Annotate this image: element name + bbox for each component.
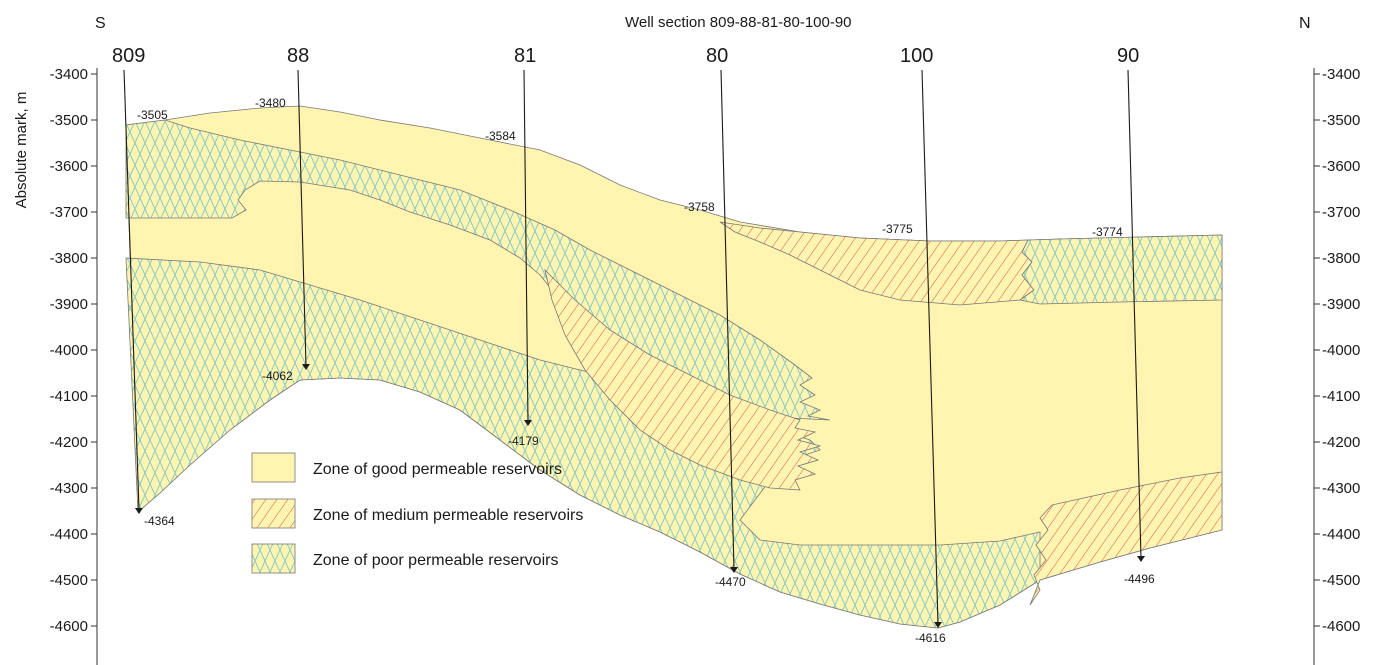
- well-top-mark: -3584: [485, 129, 516, 143]
- medium-reservoir-zone-middle: [544, 268, 822, 491]
- well-bottom-mark: -4470: [715, 575, 746, 589]
- right-ticks: -3400 -3500 -3600 -3700 -3800 -3900 -400…: [1314, 66, 1360, 635]
- well-bottom-marker: [302, 364, 310, 370]
- right-tick-label: -3600: [1322, 158, 1360, 175]
- left-tick-label: -4500: [50, 572, 88, 589]
- left-tick-label: -4100: [50, 388, 88, 405]
- legend-label-good: Zone of good permeable reservoirs: [313, 461, 562, 478]
- right-tick-label: -3400: [1322, 66, 1360, 83]
- well-bottom-marker: [934, 622, 942, 628]
- legend: Zone of good permeable reservoirs Zone o…: [251, 452, 583, 574]
- right-tick-label: -4400: [1322, 526, 1360, 543]
- well-name: 81: [514, 45, 536, 67]
- left-tick-label: -3800: [50, 250, 88, 267]
- well-names: 809 88 81 80 100 90: [112, 45, 1139, 67]
- well-trajectory: [297, 69, 307, 367]
- well-bottom-marker: [1137, 556, 1145, 562]
- well-marks: -3505 -3480 -3584 -3758 -3775 -3774 -436…: [137, 96, 1155, 645]
- left-tick-label: -4600: [50, 618, 88, 635]
- well-top-mark: -3480: [255, 96, 286, 110]
- left-tick-label: -3500: [50, 112, 88, 129]
- right-tick-label: -4200: [1322, 434, 1360, 451]
- legend-swatch-poor: [251, 543, 296, 574]
- well-bottom-mark: -4496: [1124, 572, 1155, 586]
- legend-label-poor: Zone of poor permeable reservoirs: [313, 552, 558, 569]
- well-trajectory: [123, 69, 140, 511]
- well-trajectory: [523, 69, 529, 423]
- well-name: 100: [900, 45, 933, 67]
- left-tick-label: -4300: [50, 480, 88, 497]
- left-tick-label: -3700: [50, 204, 88, 221]
- left-tick-label: -4000: [50, 342, 88, 359]
- right-tick-label: -3800: [1322, 250, 1360, 267]
- left-tick-label: -4200: [50, 434, 88, 451]
- well-top-mark: -3505: [137, 108, 168, 122]
- well-bottom-mark: -4062: [262, 369, 293, 383]
- right-tick-label: -3900: [1322, 296, 1360, 313]
- south-label: S: [95, 15, 106, 32]
- well-bottom-mark: -4179: [508, 434, 539, 448]
- right-tick-label: -4000: [1322, 342, 1360, 359]
- right-tick-label: -3500: [1322, 112, 1360, 129]
- well-name: 88: [287, 45, 309, 67]
- section-title: Well section 809-88-81-80-100-90: [625, 14, 852, 31]
- left-tick-label: -3400: [50, 66, 88, 83]
- well-top-mark: -3758: [684, 200, 715, 214]
- well-bottom-markers: [135, 364, 1145, 628]
- right-tick-label: -3700: [1322, 204, 1360, 221]
- y-axis-label: Absolute mark, m: [13, 92, 30, 209]
- well-top-mark: -3774: [1092, 225, 1123, 239]
- north-label: N: [1299, 15, 1311, 32]
- well-trajectory: [720, 69, 735, 570]
- well-name: 809: [112, 45, 145, 67]
- right-tick-label: -4500: [1322, 572, 1360, 589]
- well-trajectory: [921, 69, 939, 625]
- left-tick-label: -4400: [50, 526, 88, 543]
- right-tick-label: -4300: [1322, 480, 1360, 497]
- legend-swatch-good: [251, 452, 296, 483]
- well-bottom-marker: [730, 567, 738, 573]
- well-name: 90: [1117, 45, 1139, 67]
- well-bottom-mark: -4616: [915, 631, 946, 645]
- reservoir-zones: [125, 105, 1223, 629]
- well-bottom-marker: [524, 420, 532, 426]
- left-tick-label: -3600: [50, 158, 88, 175]
- well-name: 80: [706, 45, 728, 67]
- well-top-mark: -3775: [882, 222, 913, 236]
- well-trajectories: [123, 69, 1142, 625]
- legend-label-medium: Zone of medium permeable reservoirs: [313, 507, 583, 524]
- left-tick-label: -3900: [50, 296, 88, 313]
- well-bottom-marker: [135, 508, 143, 514]
- medium-reservoir-zone-right: [1029, 471, 1223, 606]
- right-tick-label: -4100: [1322, 388, 1360, 405]
- legend-swatch-medium: [251, 498, 296, 529]
- well-trajectory: [1127, 69, 1142, 559]
- poor-reservoir-zone-upper: [125, 119, 831, 421]
- right-tick-label: -4600: [1322, 618, 1360, 635]
- well-bottom-mark: -4364: [144, 514, 175, 528]
- poor-reservoir-zone-right: [1019, 234, 1223, 305]
- left-ticks: -3400 -3500 -3600 -3700 -3800 -3900 -400…: [50, 66, 97, 635]
